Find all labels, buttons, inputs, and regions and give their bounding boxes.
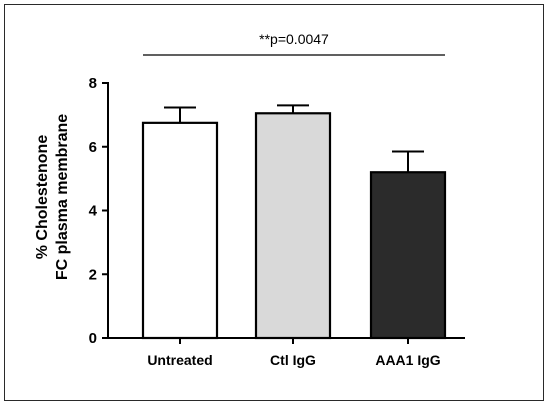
bar-2 xyxy=(369,171,447,340)
x-axis: Untreated Ctl IgG AAA1 IgG xyxy=(107,337,465,368)
y-axis-title-line-2: FC plasma membrane xyxy=(54,114,71,280)
y-tick-label-4: 4 xyxy=(89,203,98,220)
bar-0 xyxy=(141,121,219,340)
y-tick-label-6: 6 xyxy=(89,139,97,156)
significance-label: **p=0.0047 xyxy=(259,31,329,47)
y-axis-title: % Cholestenone FC plasma membrane xyxy=(34,114,71,280)
y-tick-label-8: 8 xyxy=(89,75,97,92)
bar-1 xyxy=(254,112,332,340)
y-tick-label-0: 0 xyxy=(89,330,97,347)
x-tick-label-0: Untreated xyxy=(147,352,212,368)
y-tick-label-2: 2 xyxy=(89,266,97,283)
y-axis: 0 2 4 6 8 xyxy=(89,75,109,347)
bars-group xyxy=(141,104,447,340)
x-tick-label-1: Ctl IgG xyxy=(270,352,316,368)
x-tick-label-2: AAA1 IgG xyxy=(375,352,440,368)
significance-annotation: **p=0.0047 xyxy=(143,31,445,56)
y-axis-title-line-1: % Cholestenone xyxy=(34,135,51,260)
